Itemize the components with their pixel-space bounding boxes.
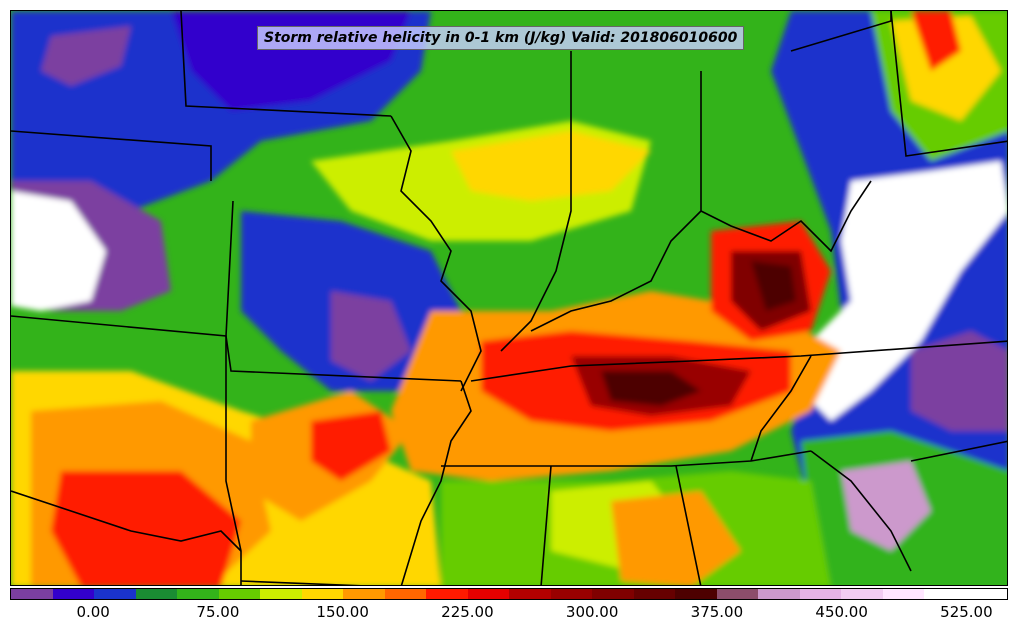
boundary-line: [390, 115, 482, 392]
colorbar-tick-label: 375.00: [690, 603, 744, 621]
white-patch-west: [11, 191, 106, 311]
colorbar-segment: [675, 589, 717, 599]
colorbar-segment: [882, 589, 924, 599]
boundary-line: [225, 200, 242, 585]
boundary-line: [790, 11, 892, 52]
darkest-core-central: [601, 371, 701, 406]
boundary-line: [180, 11, 392, 117]
boundary-line: [890, 11, 1007, 157]
colorbar-tick-label: 0.00: [76, 603, 110, 621]
white-region-east: [801, 161, 1007, 421]
boundary-line: [470, 340, 1007, 382]
boundary-line: [500, 51, 572, 352]
colorbar-segment: [426, 589, 468, 599]
boundary-line: [910, 440, 1007, 462]
red-region-southwest: [51, 471, 241, 585]
colorbar-segment: [343, 589, 385, 599]
colorbar-tick-label: 150.00: [316, 603, 369, 621]
boundary-line: [11, 130, 212, 181]
map-panel: Storm relative helicity in 0-1 km (J/kg)…: [10, 10, 1008, 586]
colorbar-segment: [924, 589, 966, 599]
boundary-line: [400, 380, 472, 585]
colorbar-segment: [135, 589, 177, 599]
boundary-line: [11, 315, 462, 382]
colorbar-segment: [52, 589, 94, 599]
purple-region-se: [911, 331, 1007, 431]
colorbar-segment: [799, 589, 841, 599]
boundary-line: [750, 355, 812, 462]
colorbar-segment: [301, 589, 343, 599]
colorbar-segment: [467, 589, 509, 599]
colorbar-ticks: 0.00 75.00 150.00 225.00 300.00 375.00 450.00 5…: [10, 601, 1008, 627]
colorbar-tick-label: 450.00: [815, 603, 868, 621]
colorbar-segment: [716, 589, 758, 599]
colorbar-tick-label: 525.00: [940, 603, 993, 621]
colorbar-segment: [384, 589, 426, 599]
colorbar-segment: [260, 589, 302, 599]
colorbar-segment: [509, 589, 551, 599]
colorbar-segment: [11, 589, 53, 599]
pink-patch-se: [841, 461, 931, 551]
map-title: Storm relative helicity in 0-1 km (J/kg)…: [264, 30, 738, 46]
colorbar-tick-label: 225.00: [441, 603, 494, 621]
boundary-line: [700, 180, 872, 253]
colorbar-segment: [94, 589, 136, 599]
orange-patch-south: [611, 491, 741, 585]
colorbar: [10, 588, 1008, 600]
boundary-line: [810, 450, 912, 572]
colorbar-segment: [758, 589, 800, 599]
helicity-contour-map: [11, 11, 1007, 585]
colorbar-segment: [177, 589, 219, 599]
colorbar-segment: [218, 589, 260, 599]
purple-patch-central: [331, 291, 411, 381]
boundary-line: [540, 465, 552, 585]
state-boundaries: [11, 11, 1007, 585]
boundary-line: [11, 490, 242, 552]
colorbar-tick-label: 300.00: [565, 603, 619, 621]
colorbar-tick-label: 75.00: [196, 603, 240, 621]
orange-band-north: [451, 131, 651, 201]
boundary-line: [675, 465, 702, 585]
colorbar-segment: [965, 589, 1007, 599]
red-streak-ar: [311, 411, 391, 481]
colorbar-segment: [592, 589, 634, 599]
colorbar-segment: [633, 589, 675, 599]
yellow-patch-ne: [891, 16, 1001, 121]
colorbar-segment: [550, 589, 592, 599]
purple-patch-nw: [41, 26, 131, 86]
red-patch-ne: [911, 11, 961, 71]
colorbar-segment: [841, 589, 883, 599]
map-title-box: Storm relative helicity in 0-1 km (J/kg)…: [257, 26, 745, 50]
boundary-line: [441, 450, 812, 467]
darkest-core-kentucky: [751, 261, 796, 311]
boundary-line: [240, 580, 362, 585]
